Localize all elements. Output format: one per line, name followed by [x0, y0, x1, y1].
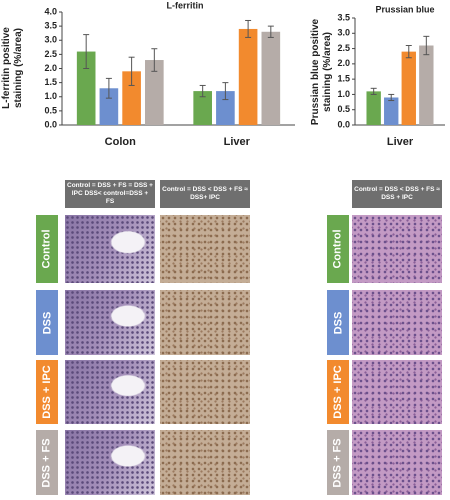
y-tick-label: 1.5: [44, 77, 57, 87]
bar: [419, 45, 434, 126]
bar: [261, 31, 281, 125]
row-label-text: DSS + IPC: [41, 365, 53, 419]
y-axis-label: L-ferritin positive staining (%/area): [1, 27, 24, 109]
y-tick-label: 3.0: [44, 35, 57, 45]
chart-title: L-ferritin: [167, 0, 204, 10]
bar: [76, 51, 96, 125]
bar: [384, 97, 399, 125]
histology-image: [65, 430, 155, 495]
y-tick-label: 2.0: [44, 63, 57, 73]
bar: [99, 88, 119, 125]
y-tick-label: 4.0: [44, 6, 57, 16]
y-tick-label: 0.5: [337, 104, 350, 114]
y-tick-label: 0.0: [44, 119, 57, 129]
row-label-text: DSS + FS: [332, 437, 344, 488]
row-label-text: Control: [332, 229, 345, 269]
row-label-text: DSS + IPC: [332, 365, 344, 419]
histology-image: [160, 360, 250, 424]
y-tick-label: 1.0: [44, 91, 57, 101]
row-label: DSS + FS: [36, 430, 58, 495]
y-tick-label: 2.5: [44, 49, 57, 59]
y-axis-label: Prussian blue positive staining (%/area): [310, 18, 333, 126]
y-tick-label: 2.0: [337, 58, 350, 68]
y-tick-label: 0.5: [44, 105, 57, 115]
bar: [238, 28, 258, 126]
x-tick-label: Liver: [224, 136, 251, 148]
histology-image: [352, 215, 442, 283]
histology-image: [65, 360, 155, 424]
row-label-text: DSS: [41, 311, 53, 334]
bar: [122, 71, 141, 125]
x-tick-label: Colon: [105, 136, 136, 148]
y-tick-label: 3.0: [337, 28, 350, 38]
row-label: DSS + IPC: [327, 360, 349, 424]
y-tick-label: 1.0: [337, 89, 350, 99]
row-label-text: DSS: [332, 311, 344, 334]
row-label: Control: [327, 215, 349, 283]
histology-image: [65, 215, 155, 283]
bar: [401, 51, 416, 125]
row-label: DSS: [327, 290, 349, 355]
histology-image: [65, 290, 155, 355]
column-header: Control = DSS < DSS + FS ≈ DSS + IPC: [352, 180, 442, 208]
y-tick-label: 0.0: [337, 119, 350, 129]
bar: [145, 60, 164, 125]
histology-image: [160, 215, 250, 283]
column-header: Control = DSS < DSS + FS ≈ DSS+ IPC: [160, 180, 250, 208]
chart-title: Prussian blue: [375, 4, 434, 14]
column-header: Control = DSS + FS = DSS + IPC DSS< cont…: [65, 180, 155, 208]
y-tick-label: 1.5: [337, 74, 350, 84]
bar: [216, 91, 235, 125]
y-tick-label: 3.5: [44, 21, 57, 31]
histology-image: [160, 430, 250, 495]
row-label: DSS + IPC: [36, 360, 58, 424]
bar: [193, 91, 212, 125]
histology-image: [352, 360, 442, 424]
row-label: DSS: [36, 290, 58, 355]
row-label-text: DSS + FS: [41, 437, 53, 488]
y-tick-label: 2.5: [337, 43, 350, 53]
y-tick-label: 3.5: [337, 12, 350, 22]
histology-image: [352, 430, 442, 495]
histology-image: [160, 290, 250, 355]
histology-image: [352, 290, 442, 355]
charts: L-ferritin Prussian blue 0.0 0.5 1.0 1.5 2.0…: [44, 0, 445, 148]
row-label: DSS + FS: [327, 430, 349, 495]
row-label-text: Control: [41, 229, 54, 269]
row-label: Control: [36, 215, 58, 283]
x-tick-label: Liver: [387, 136, 414, 148]
bar: [366, 91, 381, 125]
